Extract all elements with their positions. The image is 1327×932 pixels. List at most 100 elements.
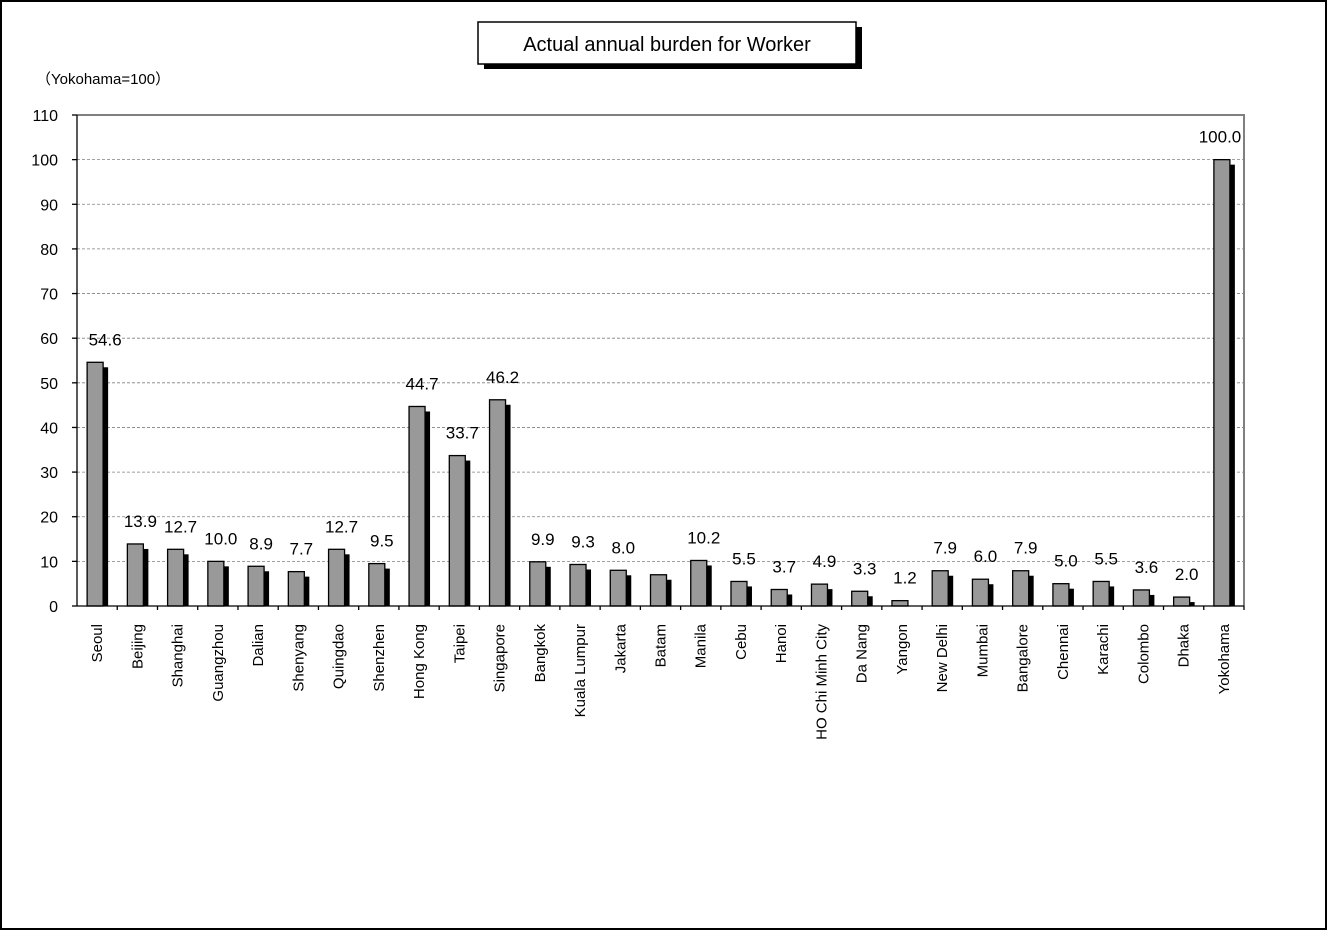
data-label: 12.7 bbox=[164, 517, 197, 536]
category-label: Guangzhou bbox=[210, 624, 227, 702]
category-label: Yokohama bbox=[1216, 623, 1233, 694]
category-label: Cebu bbox=[733, 624, 750, 660]
y-tick-label: 50 bbox=[40, 376, 58, 393]
data-label: 8.0 bbox=[611, 538, 635, 557]
y-tick-label: 0 bbox=[49, 599, 58, 616]
bar bbox=[570, 564, 586, 606]
y-tick-label: 110 bbox=[32, 108, 58, 125]
data-label: 33.7 bbox=[446, 424, 479, 443]
bar bbox=[208, 561, 224, 606]
bar bbox=[651, 575, 667, 606]
data-label: 3.3 bbox=[853, 559, 877, 578]
bar bbox=[490, 400, 506, 606]
category-label: Quingdao bbox=[331, 624, 348, 689]
data-label: 10.0 bbox=[204, 529, 237, 548]
bar bbox=[449, 456, 465, 606]
data-label: 100.0 bbox=[1199, 128, 1242, 147]
bar bbox=[248, 566, 264, 606]
data-label: 7.9 bbox=[1014, 539, 1038, 558]
bar bbox=[1133, 590, 1149, 606]
bar bbox=[691, 560, 707, 606]
bar bbox=[1013, 571, 1029, 606]
data-label: 1.2 bbox=[893, 569, 917, 588]
bar bbox=[168, 549, 184, 606]
bar bbox=[329, 549, 345, 606]
category-label: Manila bbox=[693, 623, 710, 668]
y-tick-label: 100 bbox=[31, 153, 58, 170]
data-label: 10.2 bbox=[687, 528, 720, 547]
y-tick-label: 20 bbox=[40, 510, 58, 527]
data-label: 13.9 bbox=[124, 512, 157, 531]
category-label: Taipei bbox=[451, 624, 468, 663]
category-label: Hanoi bbox=[773, 624, 790, 663]
category-label: Yangon bbox=[894, 624, 911, 675]
category-label: Batam bbox=[653, 624, 670, 667]
bar bbox=[1174, 597, 1190, 606]
y-tick-label: 40 bbox=[40, 420, 58, 437]
data-label: 3.7 bbox=[772, 557, 796, 576]
bar bbox=[288, 572, 304, 606]
category-label: Chennai bbox=[1055, 624, 1072, 680]
data-label: 7.9 bbox=[933, 539, 957, 558]
grid-lines bbox=[77, 160, 1244, 562]
bar bbox=[87, 362, 103, 606]
plot-area-edge bbox=[77, 115, 1244, 606]
category-label: Dalian bbox=[250, 624, 267, 667]
data-label: 9.3 bbox=[571, 532, 595, 551]
data-label: 8.9 bbox=[249, 534, 273, 553]
bar bbox=[369, 564, 385, 606]
chart-title: Actual annual burden for Worker bbox=[523, 34, 811, 56]
category-label: Karachi bbox=[1095, 624, 1112, 675]
data-label: 6.0 bbox=[974, 547, 998, 566]
category-label: Bangalore bbox=[1015, 624, 1032, 692]
data-labels: 54.6 13.9 12.7 10.0 8.9 7.7 12.7 9.5 44.7 33.7 46.… bbox=[89, 128, 1242, 588]
data-label: 46.2 bbox=[486, 368, 519, 387]
category-label: Singapore bbox=[492, 624, 509, 692]
y-tick-label: 60 bbox=[40, 331, 58, 348]
data-label: 2.0 bbox=[1175, 565, 1199, 584]
category-label: New Delhi bbox=[934, 624, 951, 692]
category-label: Mumbai bbox=[974, 624, 991, 677]
category-label: Jakarta bbox=[612, 623, 629, 673]
bar bbox=[771, 589, 787, 606]
category-labels: Seoul Beijing Shanghai Guangzhou Dalian Sheny… bbox=[89, 623, 1233, 740]
bar bbox=[972, 579, 988, 606]
bar bbox=[932, 571, 948, 606]
data-label: 5.5 bbox=[732, 549, 756, 568]
data-label: 3.6 bbox=[1135, 558, 1159, 577]
data-label: 9.5 bbox=[370, 532, 394, 551]
data-label: 7.7 bbox=[290, 540, 314, 559]
category-label: Dhaka bbox=[1176, 623, 1193, 667]
y-tick-label: 30 bbox=[40, 465, 58, 482]
data-label: 5.5 bbox=[1094, 549, 1118, 568]
data-label: 9.9 bbox=[531, 530, 555, 549]
category-label: Seoul bbox=[89, 624, 106, 662]
category-label: Bangkok bbox=[532, 624, 549, 683]
bar bbox=[892, 601, 908, 606]
category-label: Kuala Lumpur bbox=[572, 624, 589, 717]
data-label: 44.7 bbox=[406, 374, 439, 393]
bar bbox=[530, 562, 546, 606]
data-label: 5.0 bbox=[1054, 552, 1078, 571]
data-label: 12.7 bbox=[325, 517, 358, 536]
bar bbox=[1214, 160, 1230, 606]
data-label: 4.9 bbox=[813, 552, 837, 571]
y-tick-label: 90 bbox=[40, 197, 58, 214]
bar bbox=[731, 581, 747, 606]
bar bbox=[1093, 581, 1109, 606]
bar bbox=[811, 584, 827, 606]
category-label: Shenyang bbox=[290, 624, 307, 692]
category-label: Beijing bbox=[129, 624, 146, 669]
category-label: Shanghai bbox=[170, 624, 187, 687]
bar bbox=[127, 544, 143, 606]
y-tick-label: 10 bbox=[40, 554, 58, 571]
data-label: 54.6 bbox=[89, 330, 122, 349]
bar bbox=[852, 591, 868, 606]
bar bbox=[1053, 584, 1069, 606]
bar bbox=[409, 406, 425, 606]
category-label: Colombo bbox=[1135, 624, 1152, 684]
category-label: Shenzhen bbox=[371, 624, 388, 692]
